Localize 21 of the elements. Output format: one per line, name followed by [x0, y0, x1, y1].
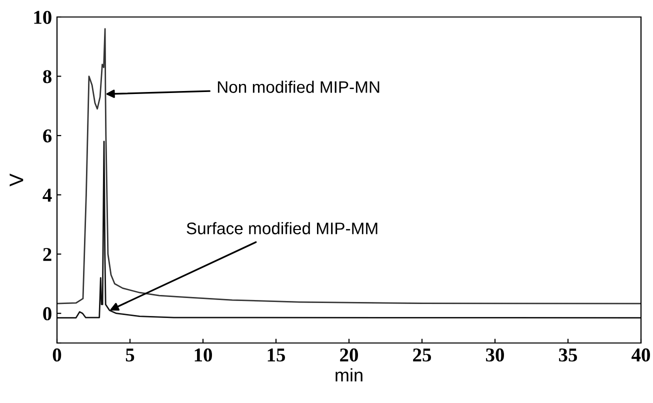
x-tick-label: 10	[194, 348, 212, 362]
x-tick-label: 5	[126, 348, 134, 362]
y-tick-label: 8	[43, 70, 52, 84]
x-tick-label: 35	[559, 348, 578, 362]
y-tick-label: 0	[43, 307, 52, 320]
annotation: Surface modified MIP-MM	[186, 222, 378, 234]
x-tick-label: 25	[413, 348, 432, 362]
x-tick-label: 15	[268, 348, 286, 362]
y-tick-label: 2	[43, 248, 52, 261]
y-tick-label: 6	[43, 129, 52, 142]
line-series	[57, 140, 641, 319]
y-tick-label: 10	[34, 10, 52, 24]
x-axis-title: min	[336, 368, 362, 382]
annotation: Non modified MIP-MN	[218, 80, 380, 93]
y-tick-label: 4	[42, 188, 52, 202]
x-tick-label: 20	[340, 348, 358, 362]
x-tick-label: 40	[632, 348, 650, 362]
y-axis-title: V	[10, 174, 24, 186]
line-series	[57, 28, 641, 304]
x-tick-label: 0	[52, 348, 62, 362]
x-tick-label: 30	[486, 348, 504, 362]
